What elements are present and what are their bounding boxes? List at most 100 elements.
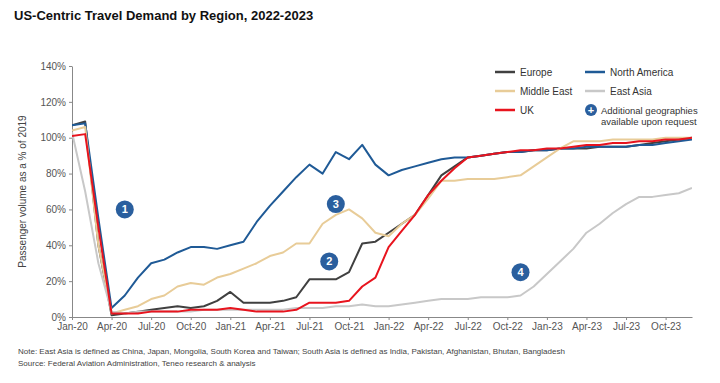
annotation-marker [327,195,345,213]
legend-label: North America [610,67,674,78]
legend-label: East Asia [610,86,652,97]
y-tick: 100% [40,132,72,143]
y-tick-label: 120% [40,97,66,108]
y-tick-label: 100% [40,132,66,143]
y-tick: 20% [46,276,72,287]
annotations: 1 2 3 4 [116,195,530,281]
legend-note: available upon request [601,116,697,127]
legend-label: Middle East [520,86,572,97]
x-tick-label: Jan-23 [532,321,563,332]
y-tick: 60% [46,204,72,215]
x-tick-label: Jan-22 [374,321,405,332]
legend-note-icon-label: + [588,104,594,116]
x-tick: Jan-21 [216,317,247,332]
footnote: Note: East Asia is defined as China, Jap… [18,347,565,356]
x-tick-mark [626,317,627,320]
x-tick-mark [191,317,192,320]
x-tick: Jul-22 [455,317,483,332]
x-tick-mark [507,317,508,320]
y-tick-mark [69,317,72,318]
y-tick-label: 80% [46,168,66,179]
x-tick-mark [151,317,152,320]
y-tick-label: 20% [46,276,66,287]
x-tick: Apr-23 [572,317,602,332]
x-tick-label: Jul-23 [613,321,641,332]
x-tick-label: Apr-20 [97,321,127,332]
x-tick-mark [547,317,548,320]
x-tick: Jan-23 [532,317,563,332]
series-line [72,132,692,313]
y-tick-mark [69,209,72,210]
x-tick-label: Oct-20 [176,321,206,332]
annotation-label: 1 [122,203,128,215]
x-tick: Jul-20 [138,317,166,332]
x-tick: Oct-23 [651,317,681,332]
x-tick-mark [112,317,113,320]
x-tick: Apr-20 [97,317,127,332]
y-tick-label: 40% [46,240,66,251]
y-axis: 0%20%40%60%80%100%120%140% [40,61,72,323]
x-tick: Jan-22 [374,317,405,332]
x-tick-label: Jul-21 [296,321,324,332]
legend: Europe North America Middle East East Asia U… [495,67,698,127]
x-tick-mark [468,317,469,320]
legend-swatch [495,71,515,74]
y-tick-mark [69,174,72,175]
x-tick-mark [230,317,231,320]
y-tick-mark [69,102,72,103]
x-tick-label: Apr-22 [414,321,444,332]
legend-swatch [585,90,605,93]
x-tick-mark [389,317,390,320]
y-tick-mark [69,66,72,67]
x-tick: Jul-21 [296,317,324,332]
chart: US-Centric Travel Demand by Region, 2022… [0,0,720,383]
annotation-marker [116,200,134,218]
legend-label: Europe [520,67,553,78]
y-tick-label: 60% [46,204,66,215]
y-tick: 40% [46,240,72,251]
x-tick: Apr-22 [414,317,444,332]
series-line [72,123,692,308]
y-tick: 80% [46,168,72,179]
x-tick-mark [349,317,350,320]
x-tick-label: Jul-20 [138,321,166,332]
legend-note-icon [585,104,597,116]
x-tick-label: Oct-21 [335,321,365,332]
y-tick-label: 140% [40,61,66,72]
x-tick: Oct-21 [335,317,365,332]
x-axis-line [73,317,693,318]
x-tick-mark [309,317,310,320]
x-tick-mark [72,317,73,320]
y-tick-mark [69,138,72,139]
plot-area [72,122,692,316]
series-line [72,134,692,313]
x-tick: Jul-23 [613,317,641,332]
x-tick-label: Oct-23 [651,321,681,332]
x-axis: Jan-20 Apr-20 Jul-20 Oct-20 Jan-21 Apr-21 Jul-… [57,317,692,332]
x-tick-label: Oct-22 [493,321,523,332]
title: US-Centric Travel Demand by Region, 2022… [14,8,313,23]
footnote: Source: Federal Aviation Administration,… [18,359,256,368]
annotation-marker [512,263,530,281]
x-tick: Jan-20 [57,317,88,332]
x-tick-label: Jul-22 [455,321,483,332]
x-tick-mark [270,317,271,320]
y-tick-mark [69,281,72,282]
legend-swatch [495,90,515,93]
x-tick-label: Jan-21 [216,321,247,332]
y-axis-title: Passenger volume as a % of 2019 [17,115,28,268]
x-tick: Oct-22 [493,317,523,332]
x-tick: Oct-20 [176,317,206,332]
annotation-label: 4 [517,266,524,278]
annotation-label: 2 [326,255,332,267]
x-tick-label: Jan-20 [57,321,88,332]
legend-label: UK [520,105,534,116]
y-tick: 140% [40,61,72,72]
legend-swatch [585,71,605,74]
x-tick: Apr-21 [255,317,285,332]
series-line [72,122,692,316]
legend-note: Additional geographies [601,105,698,116]
x-tick-mark [586,317,587,320]
annotation-label: 3 [333,198,339,210]
y-tick-mark [69,245,72,246]
